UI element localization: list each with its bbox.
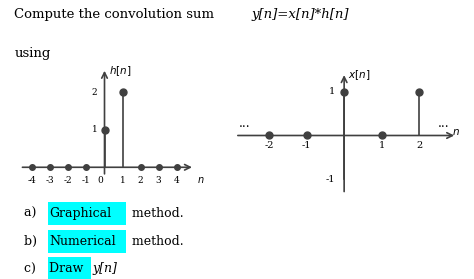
- Text: using: using: [14, 47, 51, 61]
- Text: ···: ···: [438, 121, 450, 134]
- FancyBboxPatch shape: [48, 230, 126, 253]
- Text: 0: 0: [97, 175, 103, 184]
- Text: 3: 3: [156, 175, 162, 184]
- Text: Graphical: Graphical: [49, 207, 111, 220]
- Text: -2: -2: [264, 141, 273, 150]
- FancyBboxPatch shape: [48, 257, 91, 279]
- Text: -1: -1: [302, 141, 311, 150]
- Text: -1: -1: [325, 175, 335, 184]
- Text: 1: 1: [120, 175, 126, 184]
- Text: 1: 1: [379, 141, 385, 150]
- Text: Draw: Draw: [49, 263, 88, 275]
- Text: $x[n]$: $x[n]$: [348, 68, 370, 82]
- Text: Numerical: Numerical: [49, 235, 116, 248]
- Text: y[n]: y[n]: [93, 263, 118, 275]
- Text: -2: -2: [64, 175, 73, 184]
- Text: $n$: $n$: [197, 175, 204, 185]
- Text: $n$: $n$: [453, 128, 460, 138]
- Text: 2: 2: [416, 141, 422, 150]
- Text: method.: method.: [128, 235, 183, 248]
- Text: c): c): [24, 263, 39, 275]
- Text: ···: ···: [238, 121, 250, 134]
- Text: Compute the convolution sum: Compute the convolution sum: [14, 8, 219, 21]
- Text: 2: 2: [91, 88, 97, 97]
- Text: method.: method.: [128, 207, 183, 220]
- Text: 1: 1: [328, 87, 335, 97]
- Text: b): b): [24, 235, 41, 248]
- Text: $h[n]$: $h[n]$: [109, 64, 131, 78]
- Text: y[n]=x[n]*h[n]: y[n]=x[n]*h[n]: [251, 8, 349, 21]
- FancyBboxPatch shape: [48, 202, 126, 225]
- Text: 1: 1: [91, 125, 97, 134]
- Text: -4: -4: [28, 175, 36, 184]
- Text: -1: -1: [82, 175, 91, 184]
- Text: 2: 2: [138, 175, 144, 184]
- Text: a): a): [24, 207, 40, 220]
- Text: -3: -3: [46, 175, 55, 184]
- Text: 4: 4: [174, 175, 180, 184]
